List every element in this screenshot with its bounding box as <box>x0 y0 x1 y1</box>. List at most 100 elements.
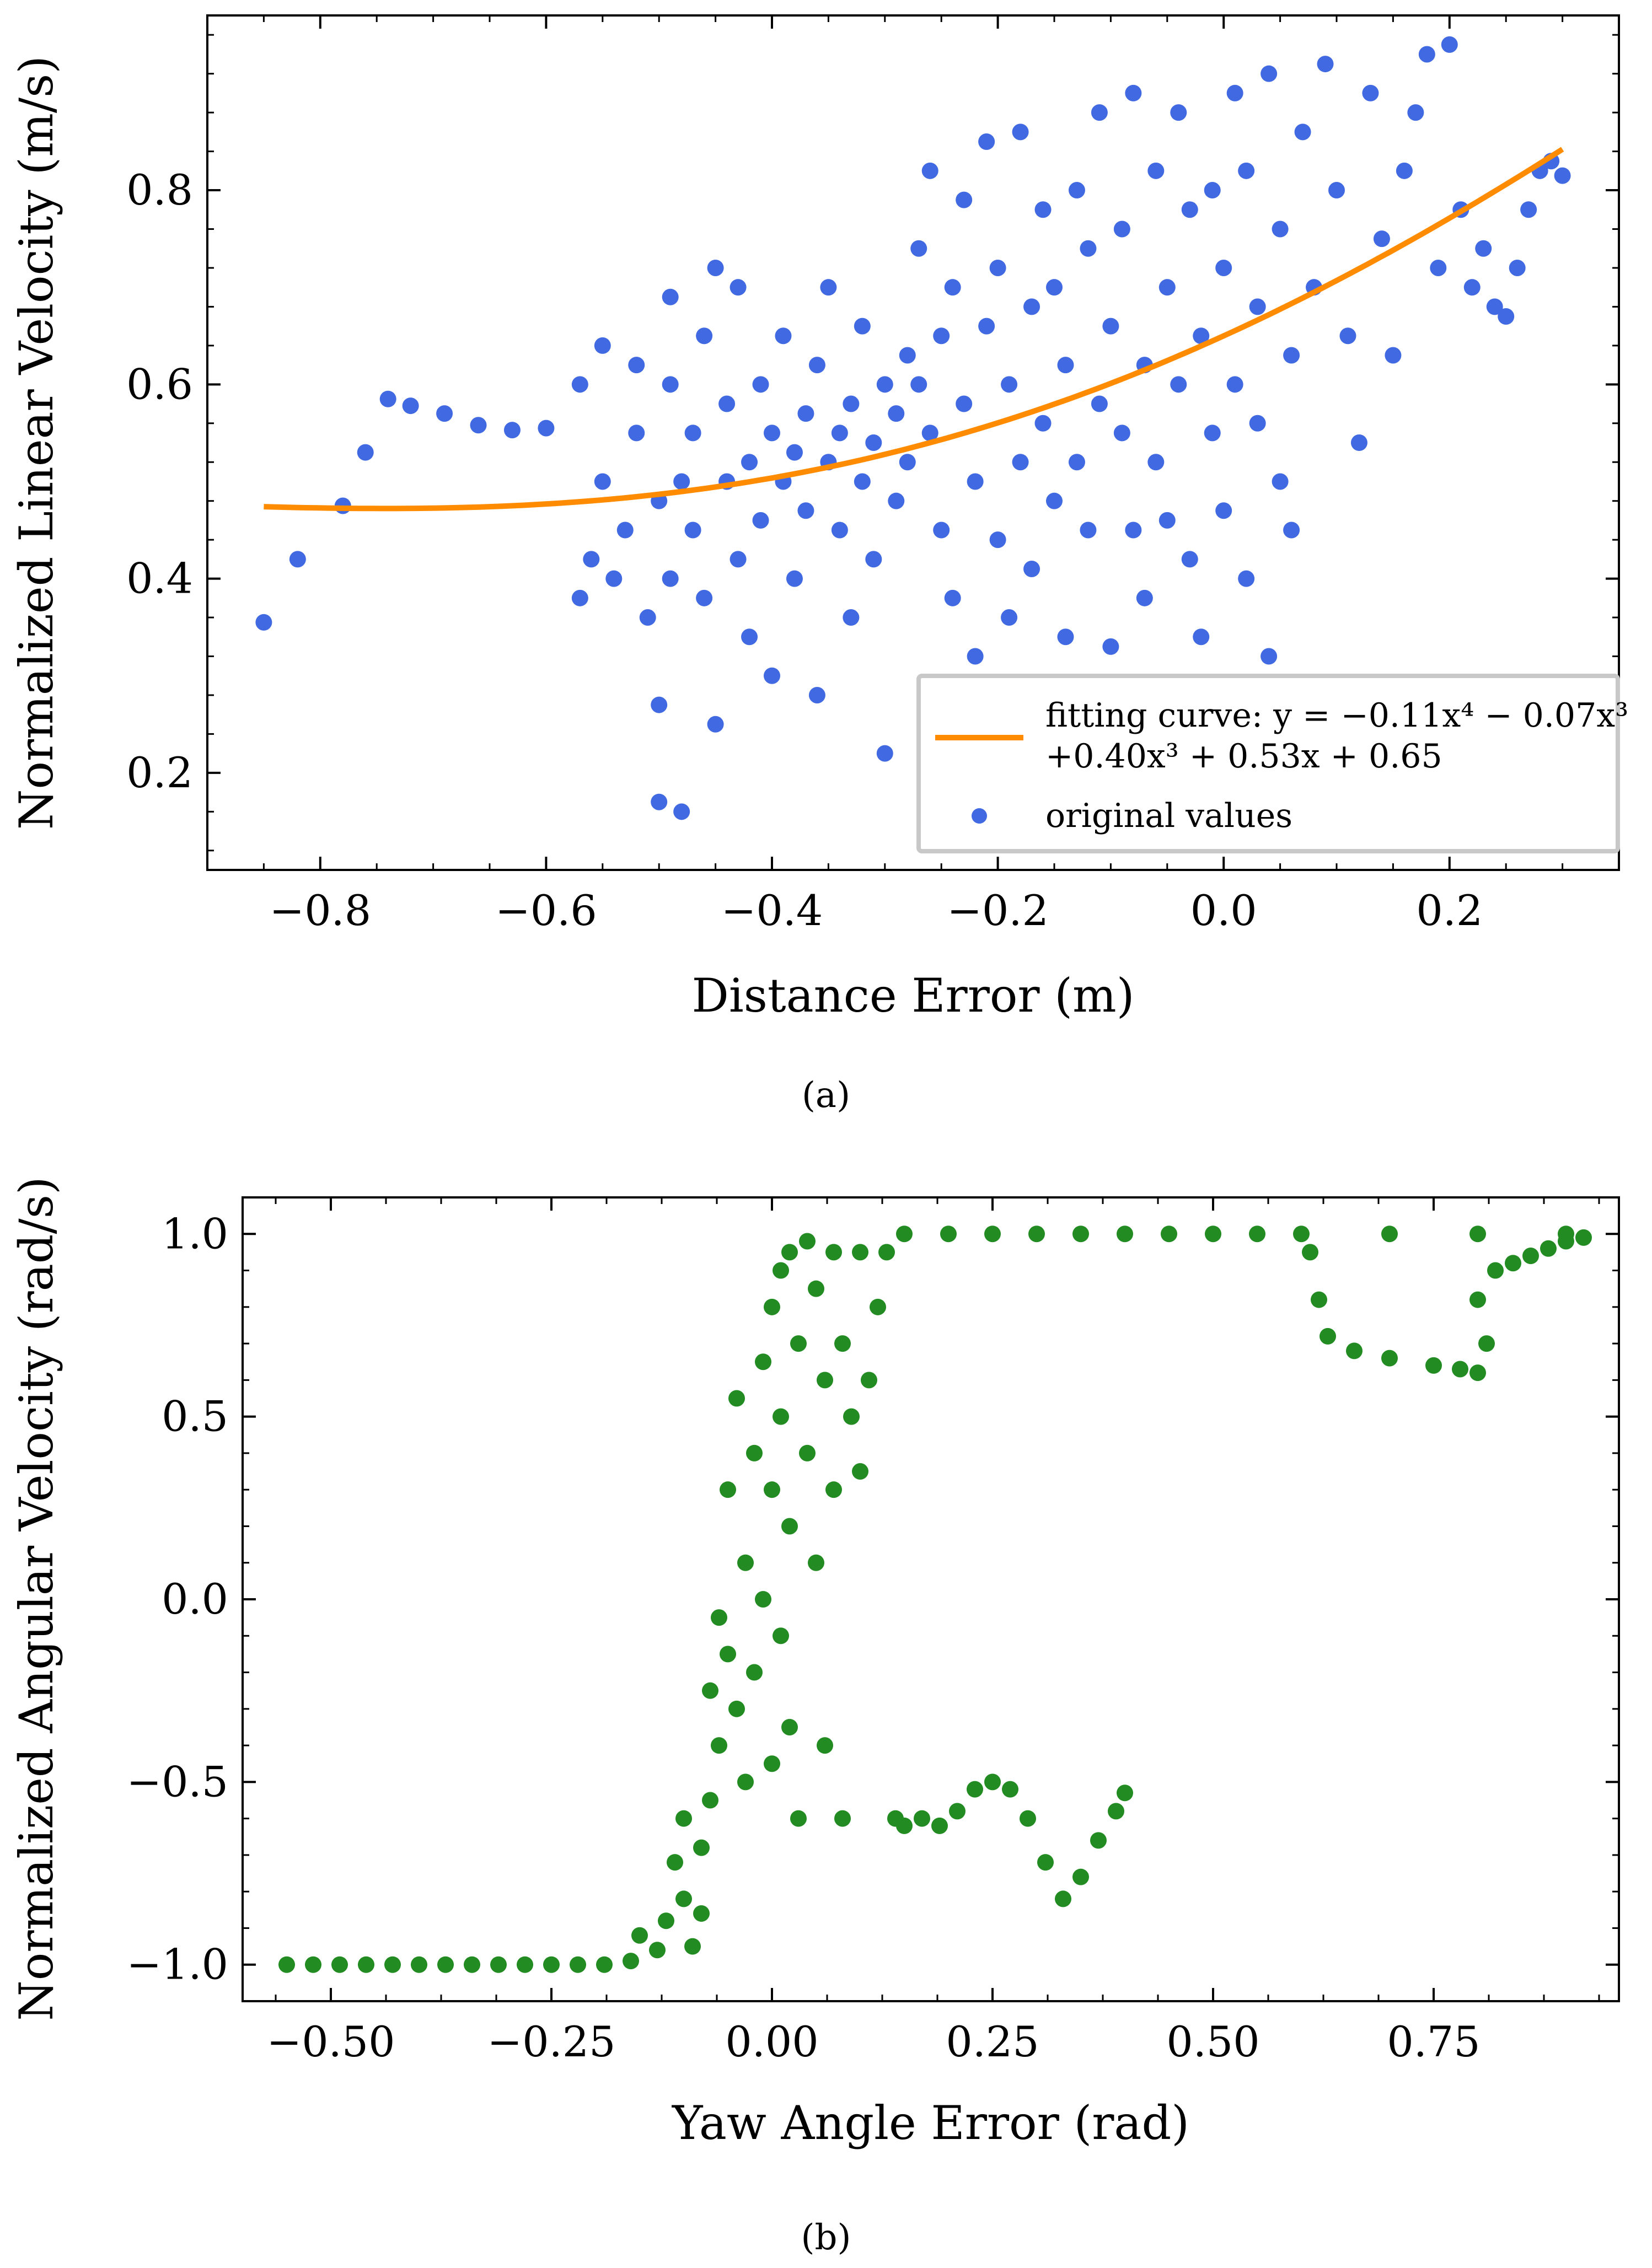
b-data-point <box>896 1817 913 1834</box>
b-data-point <box>746 1444 763 1461</box>
b-data-point <box>1469 1364 1486 1382</box>
a-data-point <box>921 424 938 442</box>
b-data-point <box>870 1298 886 1315</box>
a-data-point <box>1215 259 1232 276</box>
a-data-point <box>1418 46 1435 63</box>
b-data-point <box>861 1372 877 1389</box>
chart-b-ticks <box>243 1196 1619 2002</box>
a-data-point <box>1170 104 1187 121</box>
chart-a-xlabel: Distance Error (m) <box>692 969 1135 1023</box>
b-data-point <box>693 1905 710 1922</box>
b-data-point <box>825 1481 842 1498</box>
b-data-point <box>1161 1226 1177 1243</box>
a-data-point <box>989 531 1006 549</box>
a-data-point <box>1554 167 1571 184</box>
a-data-point <box>639 609 656 626</box>
a-data-point <box>978 318 995 335</box>
b-ytick-label: −1.0 <box>126 1940 228 1989</box>
a-data-point <box>1181 201 1198 218</box>
b-data-point <box>1293 1226 1310 1243</box>
chart-b-xlabel: Yaw Angle Error (rad) <box>672 2096 1189 2150</box>
b-data-point <box>896 1226 913 1243</box>
a-data-point <box>1170 376 1187 393</box>
a-data-point <box>1001 609 1018 626</box>
b-data-point <box>746 1664 763 1681</box>
a-data-point <box>1204 182 1221 199</box>
b-data-point <box>1469 1291 1486 1308</box>
chart-a-frame <box>206 14 1620 871</box>
b-data-point <box>834 1810 851 1827</box>
b-data-point <box>852 1244 868 1261</box>
a-data-point <box>662 570 679 587</box>
b-ytick-label: 1.0 <box>162 1209 228 1258</box>
a-data-point <box>1498 308 1515 325</box>
a-xtick-label: −0.4 <box>721 886 823 935</box>
b-ytick-label: −0.5 <box>126 1757 228 1806</box>
b-data-point <box>675 1810 692 1827</box>
b-data-point <box>1302 1244 1318 1261</box>
b-xtick-label: −0.50 <box>267 2017 395 2066</box>
b-data-point <box>490 1956 507 1973</box>
b-data-point <box>728 1700 745 1717</box>
b-data-point <box>967 1781 983 1798</box>
a-data-point <box>978 133 995 150</box>
b-data-point <box>799 1444 816 1461</box>
chart-a-fitting-curve <box>264 147 1564 512</box>
a-data-point <box>741 628 758 646</box>
a-data-point <box>1023 560 1040 577</box>
a-data-point <box>730 279 747 296</box>
b-data-point <box>1558 1226 1574 1243</box>
a-data-point <box>1046 279 1063 296</box>
a-data-point <box>956 191 973 208</box>
a-ytick-label: 0.2 <box>126 748 193 797</box>
a-data-point <box>989 259 1006 276</box>
a-data-point <box>1283 522 1300 539</box>
a-data-point <box>944 279 961 296</box>
b-data-point <box>1117 1226 1133 1243</box>
a-xtick-label: −0.2 <box>947 886 1049 935</box>
a-data-point <box>831 522 848 539</box>
a-data-point <box>1272 473 1289 490</box>
a-data-point <box>1339 327 1356 345</box>
a-data-point <box>1294 123 1311 141</box>
chart-b-points <box>278 1226 1592 1973</box>
a-data-point <box>1158 279 1176 296</box>
b-data-point <box>808 1554 824 1571</box>
chart-a-ylabel: Normalized Linear Velocity (m/s) <box>9 56 63 830</box>
a-data-point <box>1249 415 1266 432</box>
a-data-point <box>616 522 634 539</box>
a-data-point <box>1068 454 1085 471</box>
b-data-point <box>1540 1240 1557 1257</box>
a-data-point <box>1125 522 1142 539</box>
a-data-point <box>1373 230 1390 248</box>
b-data-point <box>658 1912 674 1930</box>
chart-b-caption: (b) <box>801 2217 851 2258</box>
b-data-point <box>1090 1832 1107 1849</box>
b-data-point <box>773 1627 789 1644</box>
a-data-point <box>673 803 690 820</box>
b-data-point <box>1487 1262 1504 1279</box>
b-data-point <box>878 1244 895 1261</box>
a-data-point <box>1023 298 1040 315</box>
a-data-point <box>786 570 803 587</box>
a-data-point <box>967 648 984 665</box>
b-data-point <box>305 1956 321 1973</box>
b-data-point <box>737 1773 754 1791</box>
a-data-point <box>628 357 645 374</box>
a-ytick-label: 0.4 <box>126 554 193 603</box>
a-data-point <box>854 473 871 490</box>
b-data-point <box>1575 1229 1592 1246</box>
a-data-point <box>696 327 713 345</box>
a-data-point <box>1102 638 1119 655</box>
a-data-point <box>1317 56 1334 73</box>
a-data-point <box>876 376 893 393</box>
b-data-point <box>693 1839 710 1856</box>
a-data-point <box>718 395 736 412</box>
a-data-point <box>571 589 588 606</box>
a-data-point <box>538 420 555 437</box>
a-data-point <box>899 454 916 471</box>
b-xtick-label: 0.75 <box>1387 2017 1480 2066</box>
a-data-point <box>357 444 374 461</box>
b-data-point <box>1072 1868 1089 1885</box>
b-data-point <box>1002 1781 1018 1798</box>
